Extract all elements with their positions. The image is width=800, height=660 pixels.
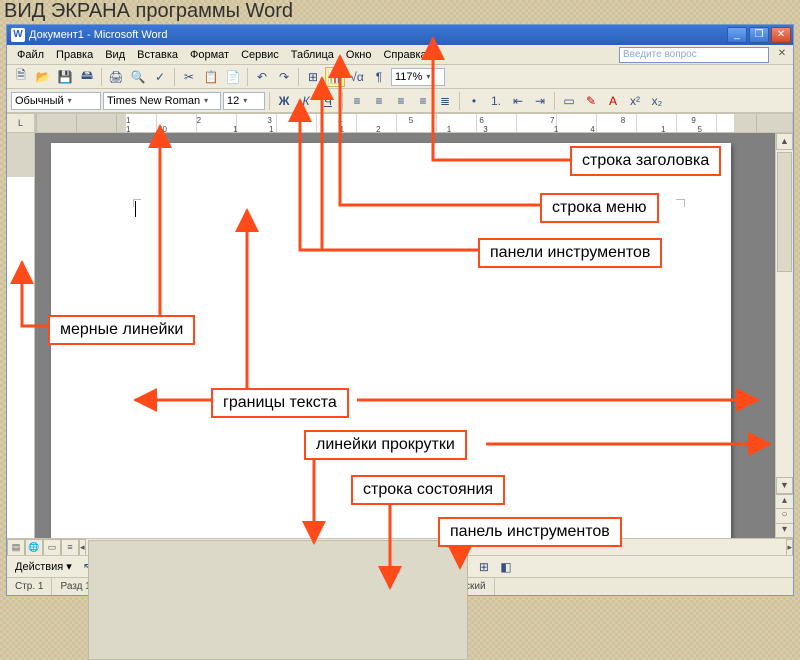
excel-icon[interactable]: 📊 <box>325 67 345 87</box>
copy-icon[interactable]: 📋 <box>201 67 221 87</box>
app-icon: W <box>11 28 25 42</box>
maximize-button[interactable]: ❐ <box>749 27 769 43</box>
align-right-icon[interactable]: ≡ <box>391 91 411 111</box>
text-cursor <box>135 201 136 217</box>
scroll-right-button[interactable]: ▸ <box>786 539 793 556</box>
hscroll-thumb[interactable] <box>88 540 468 660</box>
menu-file[interactable]: Файл <box>11 47 50 63</box>
callout-title: строка заголовка <box>570 146 721 176</box>
menu-window[interactable]: Окно <box>340 47 378 63</box>
draw-actions-menu[interactable]: Действия ▾ <box>11 560 76 573</box>
indent-icon[interactable]: ⇥ <box>530 91 550 111</box>
menu-table[interactable]: Таблица <box>285 47 340 63</box>
outline-view-button[interactable]: ≡ <box>61 539 79 556</box>
callout-rulers: мерные линейки <box>48 315 195 345</box>
word-window: W Документ1 - Microsoft Word _ ❐ ✕ Файл … <box>6 24 794 596</box>
superscript-icon[interactable]: x² <box>625 91 645 111</box>
menu-bar: Файл Правка Вид Вставка Формат Сервис Та… <box>7 45 793 65</box>
close-button[interactable]: ✕ <box>771 27 791 43</box>
zoom-combo[interactable]: 117%▾ <box>391 68 445 86</box>
numbering-icon[interactable]: 1. <box>486 91 506 111</box>
bold-button[interactable]: Ж <box>274 91 294 111</box>
size-combo[interactable]: 12▾ <box>223 92 265 110</box>
menu-view[interactable]: Вид <box>99 47 131 63</box>
hscroll-track[interactable] <box>86 539 787 555</box>
callout-toolbars: панели инструментов <box>478 238 662 268</box>
horizontal-scrollbar[interactable]: ◂ ▸ <box>79 539 793 555</box>
equation-icon[interactable]: √α <box>347 67 367 87</box>
menu-insert[interactable]: Вставка <box>131 47 184 63</box>
cut-icon[interactable]: ✂ <box>179 67 199 87</box>
dash-style-icon[interactable]: ⊞ <box>474 557 494 577</box>
slide-title: ВИД ЭКРАНА программы Word <box>4 0 293 23</box>
select-browse-button[interactable]: ○ <box>776 509 793 523</box>
style-combo[interactable]: Обычный▾ <box>11 92 101 110</box>
standard-toolbar: 🗎 📂 💾 🖴 🖨 🔍 ✓ ✂ 📋 📄 ↶ ↷ ⊞ 📊 √α ¶ 117%▾ <box>7 65 793 89</box>
font-color-icon[interactable]: A <box>603 91 623 111</box>
menu-help[interactable]: Справка <box>377 47 432 63</box>
paste-icon[interactable]: 📄 <box>223 67 243 87</box>
print-icon[interactable]: 🖨 <box>106 67 126 87</box>
horizontal-ruler[interactable]: 1 2 3 4 5 6 7 8 9 10 11 12 13 14 15 16 1… <box>35 113 793 133</box>
vertical-scrollbar[interactable]: ▲ ▼ ▴ ○ ▾ <box>775 133 793 538</box>
menu-format[interactable]: Формат <box>184 47 235 63</box>
preview-icon[interactable]: 🔍 <box>128 67 148 87</box>
menu-edit[interactable]: Правка <box>50 47 99 63</box>
callout-bounds: границы текста <box>211 388 349 418</box>
border-icon[interactable]: ▭ <box>559 91 579 111</box>
ruler-row: L 1 2 3 4 5 6 7 8 9 10 11 12 13 14 15 16… <box>7 113 793 133</box>
align-just-icon[interactable]: ≡ <box>413 91 433 111</box>
highlight-icon[interactable]: ✎ <box>581 91 601 111</box>
vscroll-thumb[interactable] <box>777 152 792 272</box>
title-bar: W Документ1 - Microsoft Word _ ❐ ✕ <box>7 25 793 45</box>
status-page: Стр. 1 <box>7 578 52 595</box>
document-close-button[interactable]: ✕ <box>775 48 789 62</box>
callout-drawbar: панель инструментов <box>438 517 622 547</box>
minimize-button[interactable]: _ <box>727 27 747 43</box>
scroll-down-button[interactable]: ▼ <box>776 477 793 494</box>
vertical-ruler[interactable] <box>7 133 35 538</box>
title-bar-text: Документ1 - Microsoft Word <box>29 29 167 41</box>
table-icon[interactable]: ⊞ <box>303 67 323 87</box>
underline-button[interactable]: Ч <box>318 91 338 111</box>
view-buttons: ▤ 🌐 ▭ ≡ <box>7 539 79 555</box>
callout-status: строка состояния <box>351 475 505 505</box>
formatting-toolbar: Обычный▾ Times New Roman▾ 12▾ Ж К Ч ≡ ≡ … <box>7 89 793 113</box>
print-view-button[interactable]: ▭ <box>43 539 61 556</box>
align-center-icon[interactable]: ≡ <box>369 91 389 111</box>
callout-menu: строка меню <box>540 193 659 223</box>
bullets-icon[interactable]: • <box>464 91 484 111</box>
zoom-value: 117% <box>395 71 422 83</box>
undo-icon[interactable]: ↶ <box>252 67 272 87</box>
web-view-button[interactable]: 🌐 <box>25 539 43 556</box>
style-value: Обычный <box>15 95 64 107</box>
spell-icon[interactable]: ✓ <box>150 67 170 87</box>
callout-scrolls: линейки прокрутки <box>304 430 467 460</box>
view-scroll-row: ▤ 🌐 ▭ ≡ ◂ ▸ <box>7 538 793 555</box>
outdent-icon[interactable]: ⇤ <box>508 91 528 111</box>
open-icon[interactable]: 📂 <box>33 67 53 87</box>
save-icon[interactable]: 💾 <box>55 67 75 87</box>
arrow-style-icon[interactable]: ◧ <box>496 557 516 577</box>
align-left-icon[interactable]: ≡ <box>347 91 367 111</box>
normal-view-button[interactable]: ▤ <box>7 539 25 556</box>
line-spacing-icon[interactable]: ≣ <box>435 91 455 111</box>
redo-icon[interactable]: ↷ <box>274 67 294 87</box>
font-value: Times New Roman <box>107 95 200 107</box>
prev-page-button[interactable]: ▴ <box>776 495 793 509</box>
new-icon[interactable]: 🗎 <box>11 67 31 87</box>
italic-button[interactable]: К <box>296 91 316 111</box>
next-page-button[interactable]: ▾ <box>776 524 793 538</box>
size-value: 12 <box>227 95 239 107</box>
menu-tools[interactable]: Сервис <box>235 47 285 63</box>
vscroll-track[interactable] <box>776 150 793 477</box>
subscript-icon[interactable]: x₂ <box>647 91 667 111</box>
tab-selector[interactable]: L <box>7 113 35 133</box>
browse-object-buttons[interactable]: ▴ ○ ▾ <box>776 494 793 538</box>
scroll-up-button[interactable]: ▲ <box>776 133 793 150</box>
font-combo[interactable]: Times New Roman▾ <box>103 92 221 110</box>
ask-question-box[interactable]: Введите вопрос <box>619 47 769 63</box>
perm-icon[interactable]: 🖴 <box>77 67 97 87</box>
showmarks-icon[interactable]: ¶ <box>369 67 389 87</box>
